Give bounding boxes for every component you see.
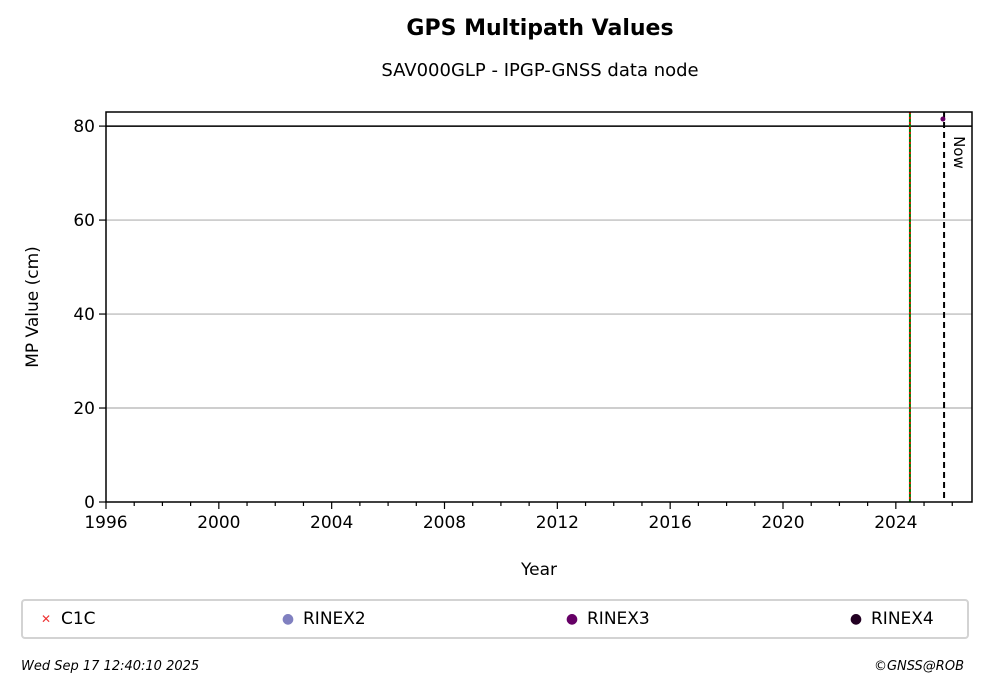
plot-frame	[105, 111, 973, 503]
x-tick-label: 2008	[423, 513, 466, 533]
y-tick-label: 40	[73, 305, 95, 325]
legend-item-rinex2: ● RINEX2	[281, 601, 366, 637]
legend-item-rinex4: ● RINEX4	[849, 601, 934, 637]
chart-title: GPS Multipath Values	[406, 16, 674, 41]
x-tick-label: 2020	[761, 513, 804, 533]
legend-item-rinex3: ● RINEX3	[565, 601, 650, 637]
copyright: ©GNSS@ROB	[873, 659, 964, 674]
y-tick-label: 0	[84, 493, 95, 513]
x-tick-label: 2000	[197, 513, 240, 533]
multipath-chart: Now 1996 2000 2004 2008 2012 2016 2020 2024 0 20 40…	[23, 111, 973, 580]
x-tick-label: 2004	[310, 513, 353, 533]
x-tick-label: 1996	[84, 513, 127, 533]
legend-item-c1c: ✕ C1C	[39, 601, 96, 637]
legend-label: RINEX4	[871, 609, 934, 629]
x-tick-label: 2012	[536, 513, 579, 533]
x-marker-icon: ✕	[40, 612, 52, 626]
y-tick-label: 60	[73, 211, 95, 231]
legend-label: RINEX2	[303, 609, 366, 629]
dot-marker-icon: ●	[849, 611, 863, 627]
y-tick-label: 80	[73, 117, 95, 137]
legend-label: RINEX3	[587, 609, 650, 629]
now-label: Now	[950, 136, 968, 169]
legend: ✕ C1C ● RINEX2 ● RINEX3 ● RINEX4	[21, 599, 969, 639]
chart-subtitle: SAV000GLP - IPGP-GNSS data node	[381, 60, 699, 81]
legend-label: C1C	[61, 609, 96, 629]
x-tick-label: 2024	[874, 513, 917, 533]
timestamp: Wed Sep 17 12:40:10 2025	[21, 659, 200, 674]
y-tick-label: 20	[73, 399, 95, 419]
data-point	[940, 116, 946, 122]
x-axis-label: Year	[520, 560, 557, 580]
x-tick-label: 2016	[649, 513, 692, 533]
dot-marker-icon: ●	[281, 611, 295, 627]
y-axis-label: MP Value (cm)	[23, 246, 43, 368]
dot-marker-icon: ●	[565, 611, 579, 627]
